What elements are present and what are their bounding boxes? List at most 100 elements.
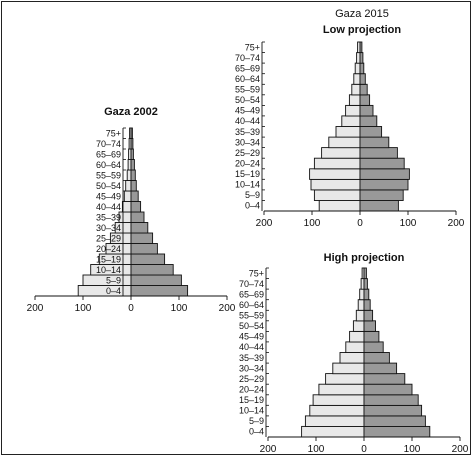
bar-right-5 bbox=[363, 373, 406, 385]
bar-left-14 bbox=[356, 52, 361, 64]
age-label: 60–64 bbox=[239, 300, 264, 310]
bar-right-7 bbox=[359, 126, 383, 138]
bar-left-9 bbox=[349, 330, 365, 343]
age-label: 75+ bbox=[106, 128, 121, 138]
bar-left-13 bbox=[359, 288, 365, 301]
age-label: 30–34 bbox=[96, 223, 121, 233]
age-label: 45–49 bbox=[239, 332, 264, 342]
bar-right-9 bbox=[363, 330, 380, 343]
x-tick-label: 200 bbox=[219, 303, 236, 314]
age-label: 75+ bbox=[245, 42, 260, 52]
age-label: 50–54 bbox=[239, 321, 264, 331]
age-label: 5–9 bbox=[106, 275, 121, 285]
pyramid-gaza-2002: Gaza 2002 0–45–910–1415–1920–2425–2930–34… bbox=[27, 106, 236, 314]
age-label: 35–39 bbox=[239, 353, 264, 363]
bar-left-11 bbox=[126, 169, 132, 181]
bar-left-12 bbox=[353, 73, 361, 85]
age-label: 0–4 bbox=[106, 286, 121, 296]
x-tick-label: 200 bbox=[448, 218, 465, 229]
bar-right-13 bbox=[363, 288, 370, 301]
pyramid-gaza-2015-high: High projection 0–45–910–1415–1920–2425–2… bbox=[239, 252, 469, 455]
bar-right-6 bbox=[130, 222, 149, 234]
bar-left-10 bbox=[125, 180, 132, 192]
bar-right-11 bbox=[359, 83, 368, 96]
bar-right-12 bbox=[130, 159, 135, 171]
age-label: 45–49 bbox=[235, 106, 260, 116]
bar-right-0 bbox=[130, 285, 189, 297]
bar-right-1 bbox=[130, 274, 182, 286]
bar-right-8 bbox=[130, 201, 142, 213]
bar-left-5 bbox=[321, 147, 361, 159]
bar-right-2 bbox=[363, 404, 423, 417]
bar-left-10 bbox=[352, 320, 365, 332]
age-label: 20–24 bbox=[239, 385, 264, 395]
bar-right-3 bbox=[363, 394, 419, 406]
age-label: 75+ bbox=[249, 268, 264, 278]
x-tick-label: 100 bbox=[171, 303, 188, 314]
bar-right-15 bbox=[363, 267, 367, 280]
bar-right-2 bbox=[130, 264, 174, 276]
bar-right-8 bbox=[359, 115, 378, 127]
x-tick-label: 0 bbox=[128, 303, 134, 314]
x-tick-label: 0 bbox=[361, 444, 367, 455]
age-label: 50–54 bbox=[96, 181, 121, 191]
bar-right-13 bbox=[130, 148, 134, 160]
bar-left-9 bbox=[345, 104, 361, 117]
bar-left-0 bbox=[318, 199, 361, 212]
bar-left-9 bbox=[123, 190, 132, 202]
age-label: 55–59 bbox=[96, 170, 121, 180]
bar-left-11 bbox=[351, 83, 361, 96]
age-label: 0–4 bbox=[249, 427, 264, 437]
age-label: 40–44 bbox=[235, 116, 260, 126]
bar-right-14 bbox=[359, 52, 364, 64]
age-label: 55–59 bbox=[235, 85, 260, 95]
chart-subtitle: Low projection bbox=[323, 24, 402, 36]
bar-right-13 bbox=[359, 62, 365, 75]
age-label: 60–64 bbox=[96, 160, 121, 170]
bar-left-6 bbox=[328, 136, 361, 149]
age-label: 5–9 bbox=[249, 416, 264, 426]
bar-right-4 bbox=[130, 243, 158, 255]
age-label: 70–74 bbox=[96, 139, 121, 149]
bar-left-4 bbox=[313, 157, 361, 170]
age-label: 15–19 bbox=[235, 169, 260, 179]
bar-right-0 bbox=[359, 199, 399, 212]
bar-left-13 bbox=[354, 62, 361, 75]
bar-right-10 bbox=[363, 320, 376, 332]
bar-left-1 bbox=[313, 189, 361, 201]
age-label: 35–39 bbox=[235, 127, 260, 137]
age-label: 15–19 bbox=[96, 254, 121, 264]
bar-right-7 bbox=[363, 352, 390, 364]
age-label: 40–44 bbox=[239, 342, 264, 352]
bar-right-14 bbox=[130, 138, 134, 150]
bar-right-1 bbox=[359, 189, 404, 201]
bar-right-7 bbox=[130, 211, 145, 223]
age-label: 50–54 bbox=[235, 95, 260, 105]
bar-left-5 bbox=[325, 373, 365, 385]
chart-title: Gaza 2002 bbox=[104, 106, 158, 118]
age-label: 40–44 bbox=[96, 202, 121, 212]
bar-right-12 bbox=[359, 73, 366, 85]
bar-right-1 bbox=[363, 415, 426, 427]
x-tick-label: 200 bbox=[260, 444, 277, 455]
bar-right-10 bbox=[359, 94, 371, 106]
age-label: 30–34 bbox=[235, 137, 260, 147]
bar-right-5 bbox=[130, 232, 154, 244]
bar-right-12 bbox=[363, 299, 371, 311]
bar-left-3 bbox=[309, 168, 361, 180]
bar-left-1 bbox=[304, 415, 365, 427]
x-tick-label: 100 bbox=[75, 303, 92, 314]
bar-right-3 bbox=[359, 168, 410, 180]
bar-left-2 bbox=[310, 178, 361, 191]
age-label: 5–9 bbox=[245, 190, 260, 200]
age-label: 45–49 bbox=[96, 191, 121, 201]
bar-left-0 bbox=[301, 425, 365, 438]
age-label: 15–19 bbox=[239, 395, 264, 405]
age-label: 30–34 bbox=[239, 363, 264, 373]
x-tick-label: 100 bbox=[308, 444, 325, 455]
bar-right-8 bbox=[363, 341, 384, 353]
age-label: 0–4 bbox=[245, 201, 260, 211]
x-tick-label: 200 bbox=[27, 303, 44, 314]
x-tick-label: 100 bbox=[400, 218, 417, 229]
